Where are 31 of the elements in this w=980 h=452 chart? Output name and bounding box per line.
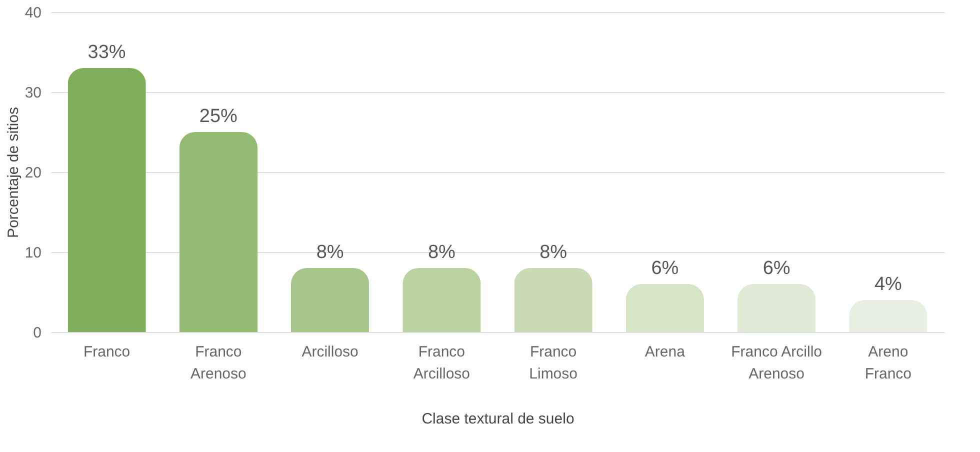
data-label: 8% <box>316 242 344 263</box>
bar <box>626 284 704 332</box>
x-tick-label: Franco Arcilloso <box>413 344 470 382</box>
bar <box>737 284 816 332</box>
data-label: 25% <box>199 106 238 127</box>
data-label: 6% <box>651 258 679 279</box>
data-label: 8% <box>540 242 568 263</box>
y-axis-title: Porcentaje de sitios <box>4 107 22 238</box>
x-tick-label: Areno Franco <box>864 344 912 382</box>
bar <box>514 268 592 332</box>
bar <box>290 268 370 332</box>
x-tick-label: Arena <box>644 344 686 360</box>
y-tick-label: 20 <box>24 164 42 182</box>
x-tick-label: Franco Limoso <box>529 344 578 382</box>
x-tick-label: Franco Arenoso <box>190 344 246 382</box>
bar <box>849 300 928 332</box>
data-label: 6% <box>762 258 790 279</box>
y-tick-label: 30 <box>24 84 42 102</box>
data-label: 33% <box>88 42 126 63</box>
x-axis-title: Clase textural de suelo <box>422 410 574 428</box>
x-tick-label: Arcilloso <box>302 344 358 360</box>
data-label: 8% <box>428 242 456 263</box>
x-tick-label: Franco <box>83 344 130 360</box>
bar <box>402 268 481 332</box>
data-label: 4% <box>874 274 902 295</box>
bar <box>179 132 258 332</box>
y-tick-label: 10 <box>24 244 42 262</box>
bar <box>68 68 146 332</box>
y-tick-label: 40 <box>24 4 42 22</box>
y-tick-label: 0 <box>33 324 42 342</box>
x-tick-label: Franco Arcillo Arenoso <box>731 344 822 382</box>
